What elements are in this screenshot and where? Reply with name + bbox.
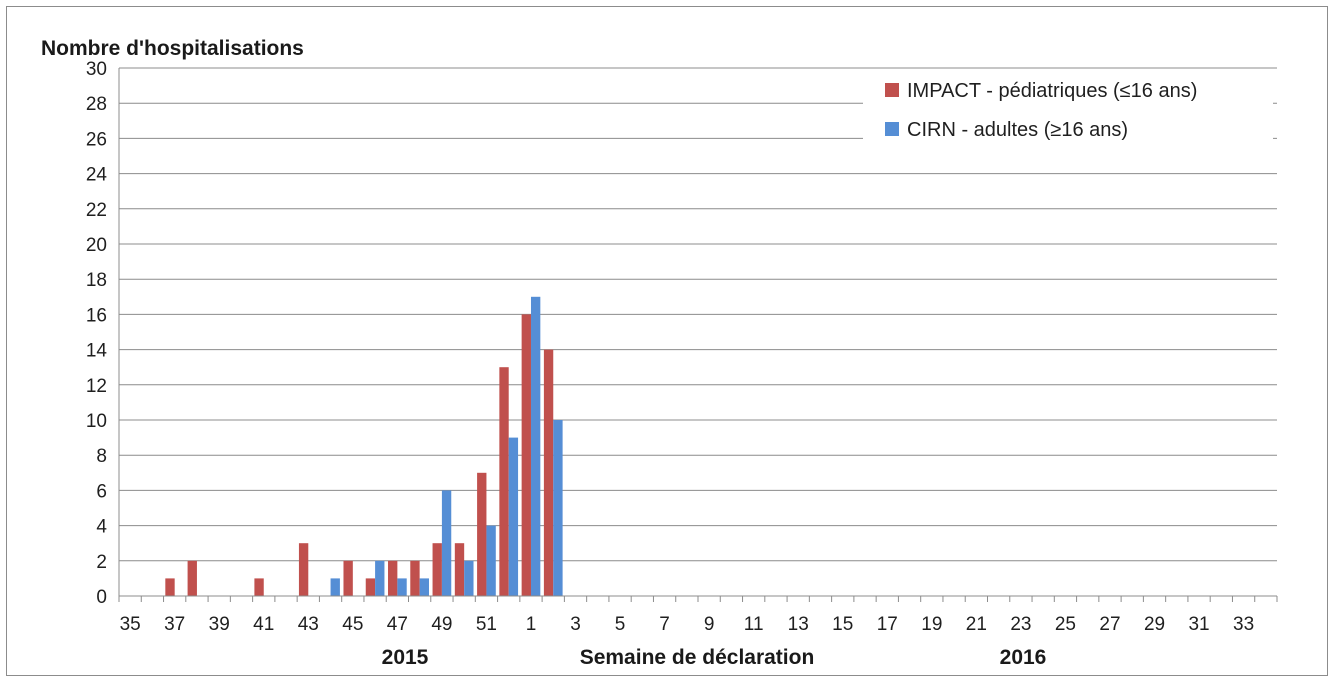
bar-series1-week-47 [397,578,407,596]
x-tick-label-21: 21 [966,614,987,635]
bar-series0-week-41 [254,578,264,596]
bar-series0-week-47 [388,560,398,596]
bars [165,296,563,596]
legend: IMPACT - pédiatriques (≤16 ans) CIRN - a… [863,71,1273,153]
y-tick-label-10: 10 [86,411,107,432]
bar-series0-week-38 [187,560,197,596]
bar-series1-week-44 [330,578,340,596]
x-tick-label-13: 13 [788,614,809,635]
legend-swatch-cirn [885,122,899,136]
bar-series0-week-50 [454,543,465,596]
year-label-2015: 2015 [382,646,429,669]
y-tick-label-12: 12 [86,376,107,397]
y-tick-label-20: 20 [86,235,107,256]
bar-series1-week-46 [375,560,385,596]
x-tick-label-3: 3 [570,614,581,635]
y-tick-label-2: 2 [96,552,107,573]
y-tick-label-18: 18 [86,270,107,291]
x-tick-label-1: 1 [526,614,537,635]
bar-series0-week-49 [432,543,442,596]
y-axis-title: Nombre d'hospitalisations [41,37,304,60]
x-tick-label-51: 51 [476,614,497,635]
legend-label-cirn: CIRN - adultes (≥16 ans) [907,119,1128,141]
x-axis-title: Semaine de déclaration [580,646,815,669]
bar-series1-week-52 [508,437,519,596]
bar-series1-week-49 [441,490,452,596]
x-tick-label-19: 19 [921,614,942,635]
x-tick-label-25: 25 [1055,614,1076,635]
x-tick-label-7: 7 [659,614,670,635]
x-tick-label-15: 15 [832,614,853,635]
y-tick-label-16: 16 [86,305,107,326]
bar-series0-week-51 [477,472,487,596]
x-tick-label-9: 9 [704,614,715,635]
x-tick-label-47: 47 [387,614,408,635]
x-tick-label-5: 5 [615,614,626,635]
year-label-2016: 2016 [1000,646,1047,669]
x-tick-label-27: 27 [1099,614,1120,635]
x-tick-label-43: 43 [298,614,319,635]
y-tick-label-4: 4 [96,517,107,538]
x-tick-label-29: 29 [1144,614,1165,635]
legend-swatch-impact [885,83,899,97]
legend-background [863,71,1273,153]
bar-series1-week-2 [553,420,563,596]
y-tick-label-22: 22 [86,200,107,221]
x-tick-label-33: 33 [1233,614,1254,635]
bar-series0-week-46 [365,578,376,596]
x-tick-labels: 35 37 39 41 43 45 47 49 51 1 3 5 7 9 11 13 15 17 19 21 23 25 2… [120,614,1255,635]
y-tick-label-28: 28 [86,94,107,115]
axes [118,68,1278,602]
bar-series0-week-52 [499,367,509,596]
y-tick-label-8: 8 [96,446,107,467]
bar-series1-week-51 [486,525,496,596]
y-tick-label-30: 30 [86,59,107,80]
y-tick-label-14: 14 [86,341,108,362]
x-tick-label-41: 41 [253,614,274,635]
x-tick-label-39: 39 [209,614,230,635]
bar-series0-week-37 [165,578,175,596]
x-tick-label-11: 11 [744,614,764,635]
bar-series0-week-48 [410,560,420,596]
x-tick-label-49: 49 [431,614,452,635]
x-tick-label-23: 23 [1010,614,1031,635]
y-tick-label-0: 0 [96,587,107,608]
x-tick-label-31: 31 [1188,614,1209,635]
y-tick-label-26: 26 [86,129,107,150]
bar-series1-week-50 [464,560,474,596]
bar-series1-week-48 [419,578,429,596]
bar-series0-week-2 [543,349,554,596]
y-tick-label-24: 24 [86,165,108,186]
chart-frame: 0 2 4 6 8 10 12 14 16 18 20 22 24 26 28 30 35 37 39 41 43 45… [6,6,1328,676]
legend-label-impact: IMPACT - pédiatriques (≤16 ans) [907,80,1197,102]
x-tick-label-37: 37 [164,614,185,635]
bar-series0-week-1 [521,314,531,596]
x-tick-label-17: 17 [877,614,898,635]
bar-series1-week-1 [530,296,541,596]
bar-series0-week-45 [343,560,353,596]
x-tick-label-45: 45 [342,614,363,635]
y-tick-label-6: 6 [96,481,107,502]
bar-series0-week-43 [298,543,309,596]
x-tick-label-35: 35 [120,614,141,635]
